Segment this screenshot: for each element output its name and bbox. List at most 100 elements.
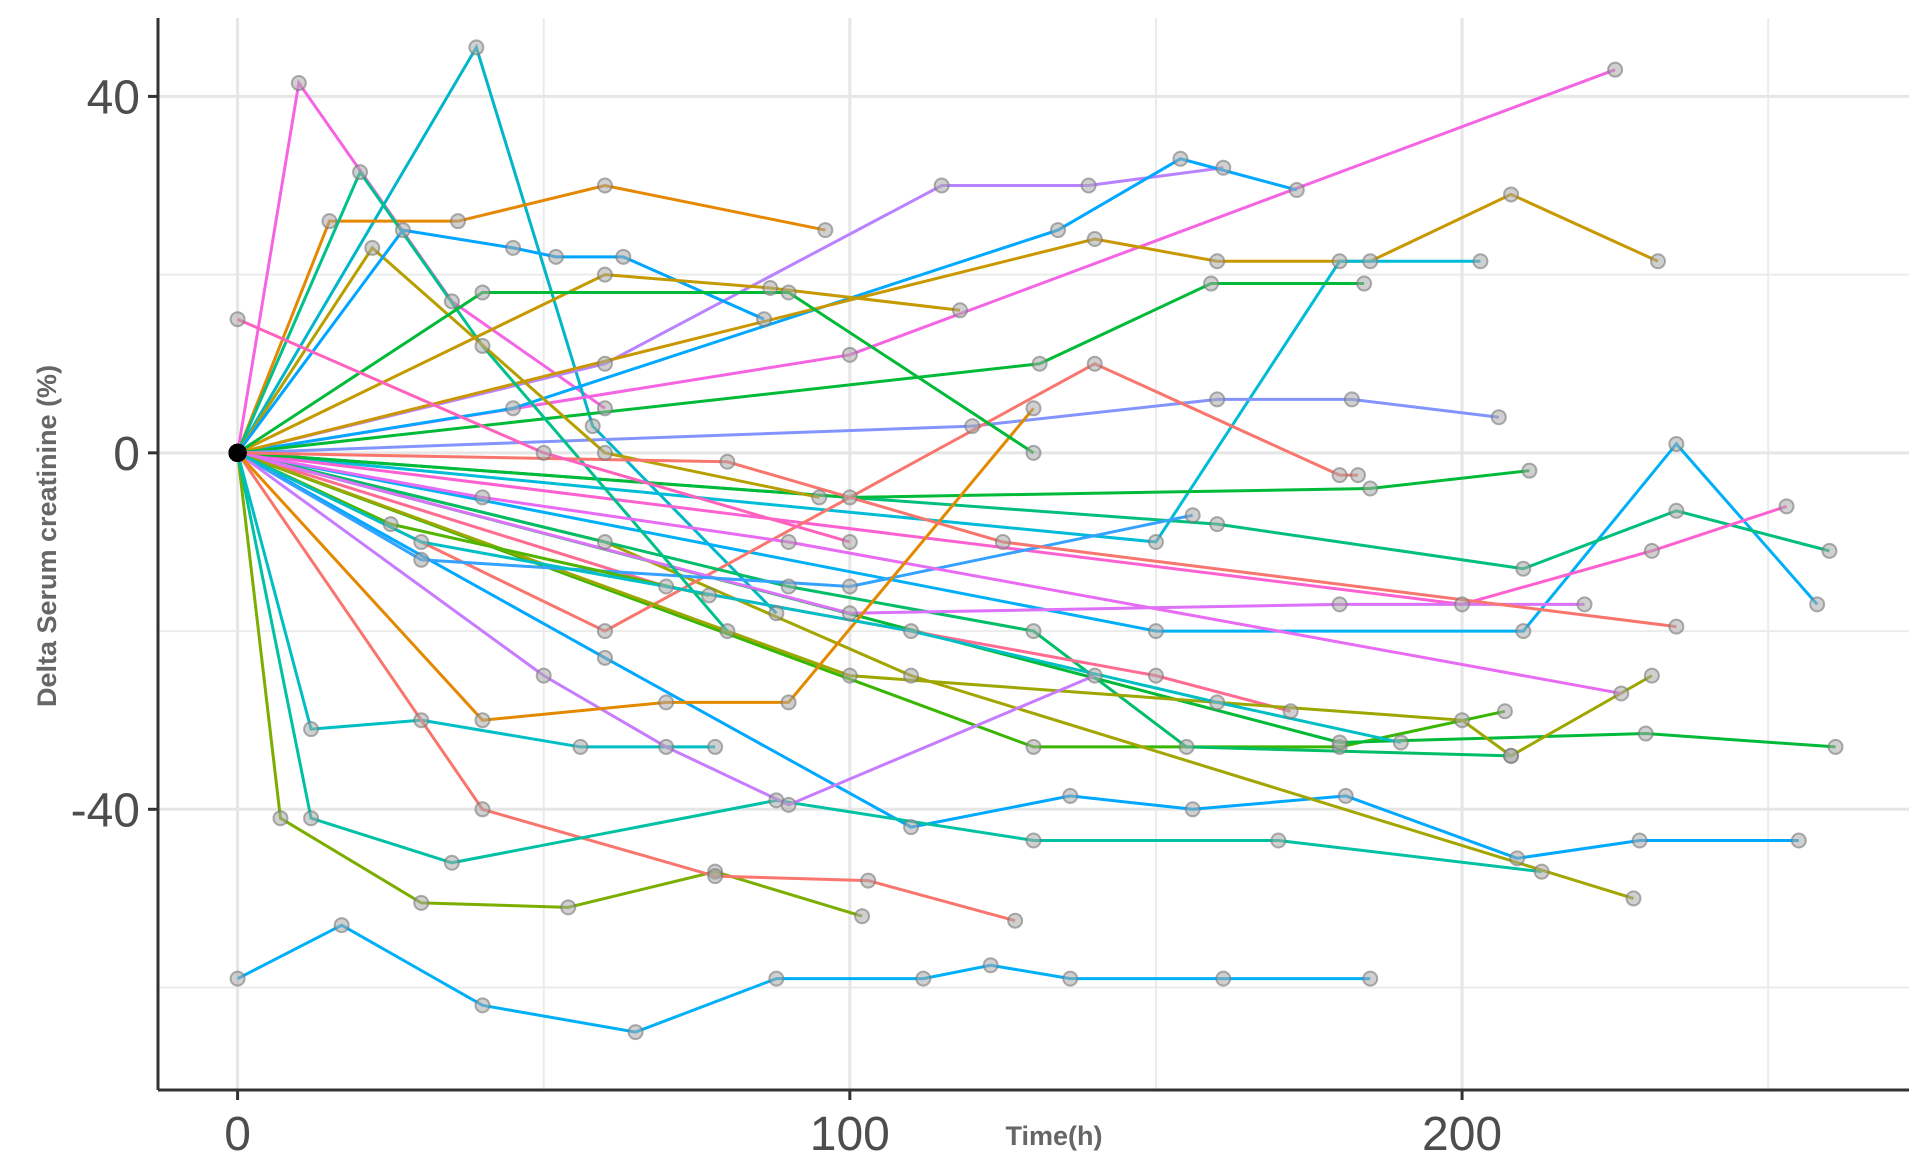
series-line <box>237 451 1677 629</box>
data-point <box>1454 712 1471 729</box>
data-point <box>1637 725 1654 742</box>
data-point <box>1025 444 1042 461</box>
data-point <box>1668 618 1685 635</box>
series-line <box>236 43 778 615</box>
data-point <box>1147 667 1164 684</box>
data-point <box>982 957 999 974</box>
data-point <box>903 623 920 640</box>
data-point <box>1331 596 1348 613</box>
data-point <box>1178 738 1195 755</box>
series-line <box>236 452 863 918</box>
data-point <box>1062 787 1079 804</box>
data-point <box>443 854 460 871</box>
data-point <box>443 293 460 310</box>
data-point <box>413 712 430 729</box>
data-point <box>1827 738 1844 755</box>
data-point <box>229 970 246 987</box>
data-point <box>1454 596 1471 613</box>
data-point <box>596 649 613 666</box>
data-point <box>321 213 338 230</box>
data-point <box>994 533 1011 550</box>
data-point <box>1472 253 1489 270</box>
data-point <box>1790 832 1807 849</box>
data-point <box>762 280 779 297</box>
data-point <box>596 355 613 372</box>
data-point <box>1049 222 1066 239</box>
data-point <box>596 444 613 461</box>
data-point <box>1503 747 1520 764</box>
y-axis-title: Delta Serum creatinine (%) <box>32 365 62 707</box>
data-point <box>1086 230 1103 247</box>
data-point <box>1080 177 1097 194</box>
data-point <box>1496 703 1513 720</box>
data-point <box>382 516 399 533</box>
data-point <box>1668 502 1685 519</box>
data-point <box>780 533 797 550</box>
data-point <box>658 694 675 711</box>
data-point <box>596 623 613 640</box>
series-line <box>237 282 1365 455</box>
points <box>228 39 1844 1041</box>
data-point <box>1086 667 1103 684</box>
data-point <box>1509 850 1526 867</box>
data-point <box>1349 467 1366 484</box>
data-point <box>474 801 491 818</box>
x-tick-label: 0 <box>224 1108 251 1152</box>
data-point <box>1172 150 1189 167</box>
series-line <box>237 451 1622 695</box>
data-point <box>1337 787 1354 804</box>
data-point <box>1503 186 1520 203</box>
data-point <box>841 489 858 506</box>
data-point <box>413 894 430 911</box>
data-point <box>352 164 369 181</box>
data-point <box>547 248 564 265</box>
data-point <box>596 266 613 283</box>
data-point <box>860 872 877 889</box>
data-point <box>572 738 589 755</box>
data-point <box>1184 801 1201 818</box>
data-point <box>1668 435 1685 452</box>
data-point <box>841 533 858 550</box>
data-point <box>394 222 411 239</box>
data-point <box>811 489 828 506</box>
data-point <box>474 284 491 301</box>
data-point <box>1343 391 1360 408</box>
data-point <box>1809 596 1826 613</box>
data-point <box>468 39 485 56</box>
data-point <box>1025 400 1042 417</box>
series-line <box>236 452 1016 923</box>
data-point <box>272 810 289 827</box>
series-line <box>237 451 1530 499</box>
data-point <box>1025 832 1042 849</box>
y-tick-label: -40 <box>71 784 140 837</box>
series-line <box>236 923 1371 1034</box>
data-point <box>474 337 491 354</box>
data-point <box>1331 253 1348 270</box>
data-point <box>841 667 858 684</box>
data-point <box>1007 912 1024 929</box>
data-point <box>1147 623 1164 640</box>
data-point <box>1649 253 1666 270</box>
x-axis-title: Time(h) <box>1005 1121 1102 1151</box>
data-point <box>596 533 613 550</box>
data-point <box>1209 391 1226 408</box>
data-point <box>841 578 858 595</box>
data-point <box>1062 970 1079 987</box>
data-point <box>535 667 552 684</box>
data-point <box>964 418 981 435</box>
data-point <box>841 346 858 363</box>
data-point <box>474 997 491 1014</box>
data-point <box>719 453 736 470</box>
data-point <box>1362 970 1379 987</box>
series-line <box>236 169 729 633</box>
data-point <box>768 605 785 622</box>
data-point <box>707 868 724 885</box>
data-point <box>413 533 430 550</box>
data-point <box>1215 159 1232 176</box>
data-point <box>1362 253 1379 270</box>
data-point <box>1625 890 1642 907</box>
data-point <box>1331 734 1348 751</box>
data-point <box>1031 355 1048 372</box>
